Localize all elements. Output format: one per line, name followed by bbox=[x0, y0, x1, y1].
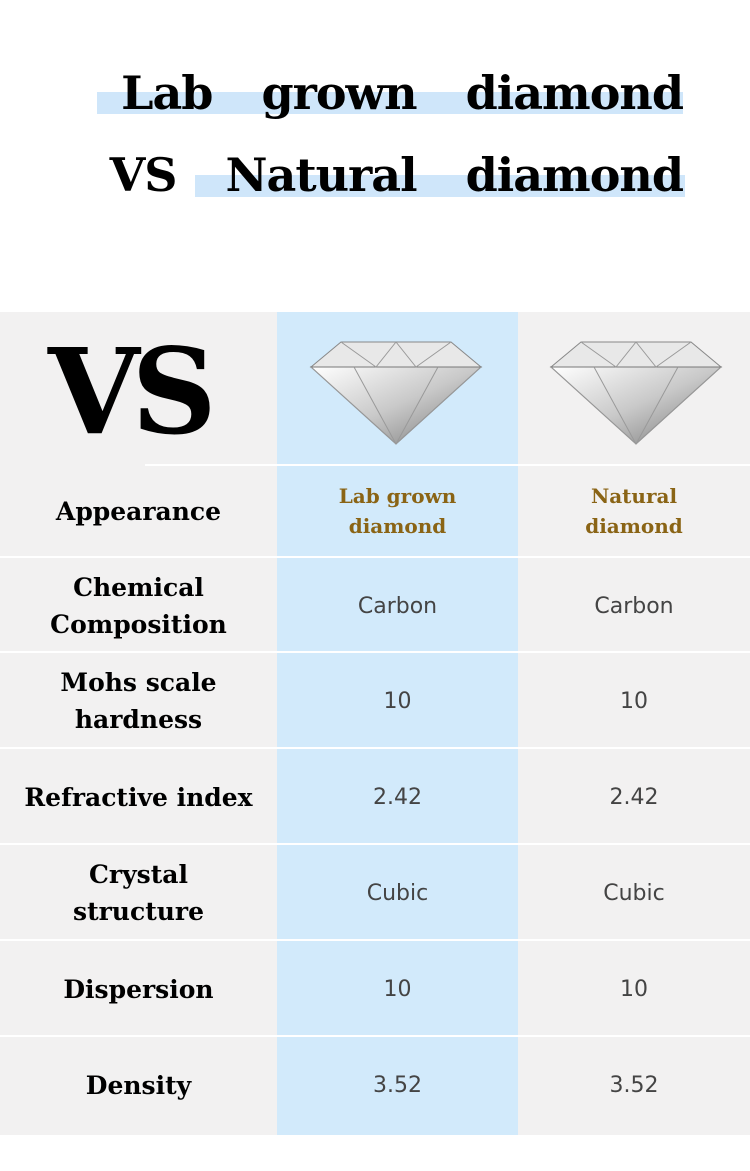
row-label: Density bbox=[85, 1070, 192, 1100]
row-label: Mohs scale hardness bbox=[60, 668, 217, 734]
row-separator bbox=[0, 651, 750, 653]
title-highlight bbox=[97, 92, 683, 114]
comparison-table: VS Appearance Lab grown diamond Natural di… bbox=[0, 312, 750, 1135]
cell-value: 3.52 bbox=[609, 1072, 659, 1098]
table-row: Density 3.52 3.52 bbox=[0, 1037, 750, 1133]
row-label: Crystal structure bbox=[73, 860, 204, 926]
row-separator bbox=[0, 843, 750, 845]
vs-label: VS bbox=[48, 322, 217, 461]
cell-value: 2.42 bbox=[373, 784, 422, 810]
cell-value: Cubic bbox=[603, 880, 665, 906]
row-separator bbox=[0, 939, 750, 941]
table-row: Appearance Lab grown diamond Natural diamo… bbox=[0, 465, 750, 557]
cell-value: Lab grown diamond bbox=[338, 484, 457, 538]
row-separator bbox=[0, 747, 750, 749]
row-separator bbox=[0, 1035, 750, 1037]
cell-value: 10 bbox=[383, 976, 412, 1002]
row-separator bbox=[0, 556, 750, 558]
diamond-images bbox=[309, 341, 723, 446]
cell-value: 10 bbox=[383, 688, 412, 714]
title-line: Lab grown diamond bbox=[121, 66, 684, 120]
row-separator bbox=[145, 464, 750, 466]
table-row: Dispersion 10 10 bbox=[0, 941, 750, 1037]
title-line: VS Natural diamond bbox=[109, 148, 684, 202]
table-row: Chemical Composition Carbon Carbon bbox=[0, 558, 750, 654]
table-row: Mohs scale hardness 10 10 bbox=[0, 653, 750, 749]
cell-value: 10 bbox=[620, 976, 648, 1002]
table-row: Crystal structure Cubic Cubic bbox=[0, 845, 750, 941]
highlight-column bbox=[277, 312, 518, 1135]
table-row: Refractive index 2.42 2.42 bbox=[0, 749, 750, 845]
diamond bbox=[549, 341, 723, 446]
cell-value: Cubic bbox=[366, 880, 429, 906]
cell-value: Carbon bbox=[357, 593, 438, 619]
row-label: Appearance bbox=[55, 496, 222, 526]
row-label: Chemical Composition bbox=[50, 573, 227, 639]
title-highlight bbox=[195, 175, 685, 197]
cell-value: Natural diamond bbox=[585, 484, 683, 538]
row-label: Dispersion bbox=[63, 974, 214, 1004]
row-label: Refractive index bbox=[24, 782, 253, 812]
cell-value: Carbon bbox=[594, 593, 674, 619]
diamond bbox=[309, 341, 483, 446]
cell-value: 3.52 bbox=[373, 1072, 422, 1098]
cell-value: 2.42 bbox=[609, 784, 659, 810]
cell-value: 10 bbox=[620, 688, 648, 714]
